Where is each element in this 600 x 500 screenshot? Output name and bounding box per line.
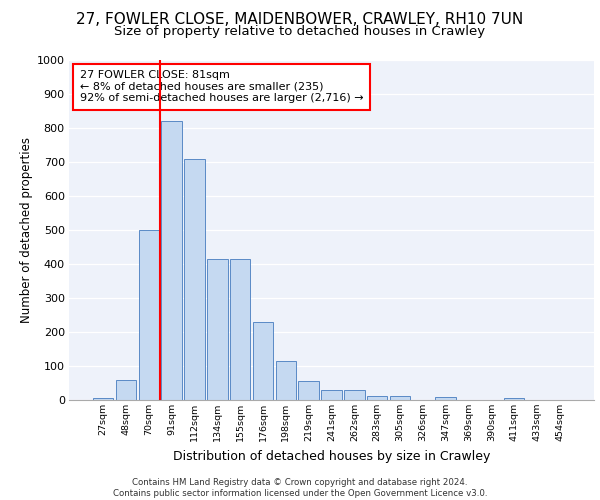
Bar [436,396,456,400]
Bar [344,390,365,400]
Y-axis label: Number of detached properties: Number of detached properties [20,137,32,323]
Bar [367,396,388,400]
Bar [139,230,159,400]
Bar [275,361,296,400]
Bar [230,259,250,400]
Bar [390,396,410,400]
X-axis label: Distribution of detached houses by size in Crawley: Distribution of detached houses by size … [173,450,490,462]
Bar [116,380,136,400]
Bar [321,390,342,400]
Text: 27, FOWLER CLOSE, MAIDENBOWER, CRAWLEY, RH10 7UN: 27, FOWLER CLOSE, MAIDENBOWER, CRAWLEY, … [76,12,524,28]
Text: 27 FOWLER CLOSE: 81sqm
← 8% of detached houses are smaller (235)
92% of semi-det: 27 FOWLER CLOSE: 81sqm ← 8% of detached … [79,70,363,103]
Bar [161,121,182,400]
Bar [504,398,524,400]
Bar [253,322,273,400]
Text: Contains HM Land Registry data © Crown copyright and database right 2024.
Contai: Contains HM Land Registry data © Crown c… [113,478,487,498]
Bar [184,158,205,400]
Bar [93,398,113,400]
Text: Size of property relative to detached houses in Crawley: Size of property relative to detached ho… [115,25,485,38]
Bar [298,382,319,400]
Bar [207,259,227,400]
